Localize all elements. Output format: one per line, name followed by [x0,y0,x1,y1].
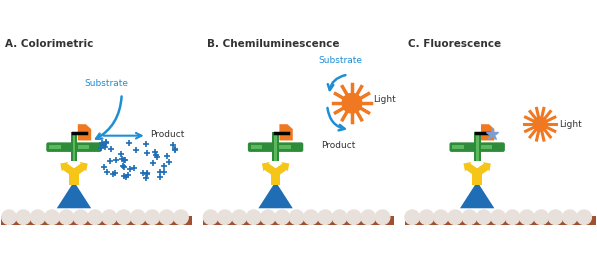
FancyBboxPatch shape [47,142,73,152]
Text: C. Fluorescence: C. Fluorescence [408,39,501,49]
Text: Light: Light [373,95,396,104]
FancyArrow shape [60,162,76,176]
Circle shape [102,210,116,224]
Polygon shape [460,182,494,208]
FancyBboxPatch shape [274,132,277,160]
Circle shape [232,210,247,224]
FancyBboxPatch shape [271,168,281,185]
FancyArrow shape [463,162,479,176]
Circle shape [159,210,174,224]
Text: Substrate: Substrate [319,56,362,65]
Polygon shape [259,182,293,208]
Circle shape [275,210,290,224]
FancyBboxPatch shape [78,145,90,149]
FancyBboxPatch shape [453,145,464,149]
Circle shape [218,210,232,224]
Circle shape [145,210,159,224]
Circle shape [174,210,188,224]
FancyBboxPatch shape [472,168,482,185]
Circle shape [59,210,73,224]
Text: Light: Light [559,120,582,129]
FancyArrow shape [72,162,88,176]
Circle shape [45,210,59,224]
FancyBboxPatch shape [70,132,78,160]
Circle shape [491,210,506,224]
Circle shape [88,210,102,224]
FancyBboxPatch shape [75,142,101,152]
FancyArrow shape [262,162,278,176]
Circle shape [290,210,304,224]
FancyBboxPatch shape [49,145,61,149]
Text: Product: Product [150,130,184,139]
Circle shape [419,210,434,224]
Polygon shape [481,124,494,140]
FancyBboxPatch shape [1,216,192,224]
Circle shape [333,210,347,224]
FancyBboxPatch shape [203,216,394,224]
Circle shape [519,210,534,224]
Circle shape [505,210,520,224]
FancyBboxPatch shape [474,132,481,160]
Text: A. Colorimetric: A. Colorimetric [5,39,94,49]
Circle shape [247,210,261,224]
Circle shape [347,210,361,224]
Polygon shape [78,124,91,140]
FancyBboxPatch shape [272,132,279,160]
Circle shape [361,210,376,224]
Circle shape [30,210,45,224]
FancyArrow shape [273,162,289,176]
Circle shape [376,210,390,224]
Circle shape [448,210,463,224]
Polygon shape [279,124,293,140]
FancyBboxPatch shape [478,142,505,152]
FancyBboxPatch shape [248,142,275,152]
Circle shape [2,210,16,224]
Circle shape [476,210,491,224]
Polygon shape [57,182,91,208]
Circle shape [204,210,218,224]
Text: Substrate: Substrate [84,79,128,88]
Circle shape [548,210,563,224]
FancyBboxPatch shape [405,216,596,224]
Circle shape [534,210,549,224]
FancyBboxPatch shape [481,145,493,149]
Circle shape [73,210,88,224]
Circle shape [405,210,420,224]
Text: B. Chemiluminescence: B. Chemiluminescence [207,39,339,49]
Circle shape [577,210,592,224]
Circle shape [433,210,448,224]
Circle shape [116,210,131,224]
FancyBboxPatch shape [450,142,476,152]
FancyBboxPatch shape [73,132,75,160]
Circle shape [341,93,362,114]
Circle shape [462,210,477,224]
FancyBboxPatch shape [69,168,79,185]
FancyBboxPatch shape [476,132,479,160]
Circle shape [562,210,577,224]
FancyBboxPatch shape [279,145,291,149]
Circle shape [533,117,548,132]
Circle shape [131,210,145,224]
FancyArrow shape [475,162,491,176]
Circle shape [318,210,333,224]
Circle shape [261,210,275,224]
Text: Product: Product [321,141,356,150]
Circle shape [304,210,318,224]
Circle shape [16,210,30,224]
FancyBboxPatch shape [251,145,262,149]
FancyBboxPatch shape [276,142,303,152]
